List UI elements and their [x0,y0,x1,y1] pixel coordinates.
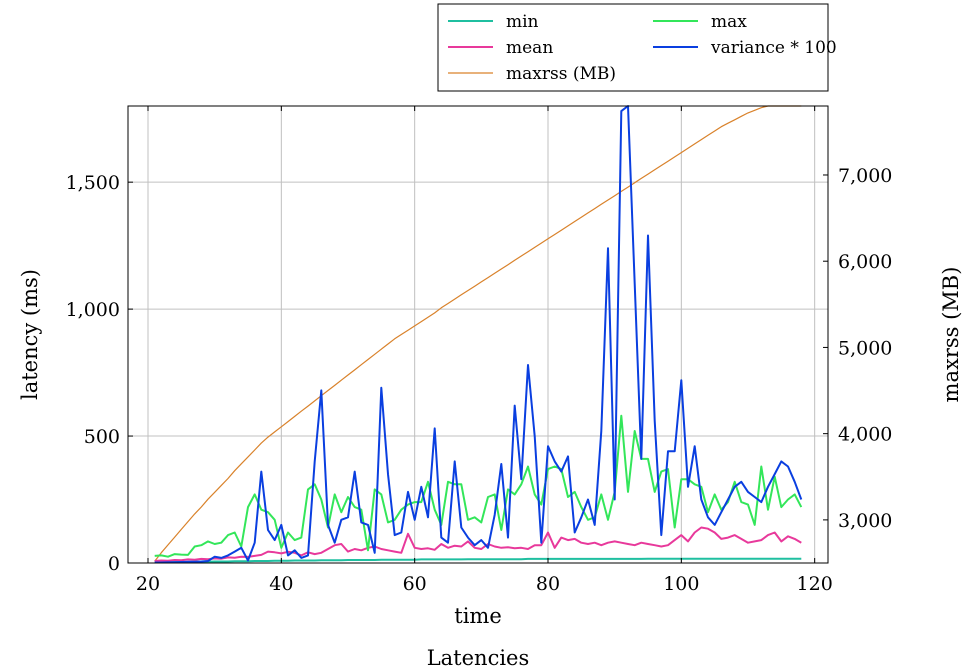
legend-label: variance * 100 [710,38,837,58]
y-tick-label: 1,500 [66,172,120,194]
y2-tick-label: 3,000 [838,510,892,532]
y2-tick-label: 6,000 [838,251,892,273]
series-line-variance-100 [154,105,803,564]
grid [128,106,828,564]
legend-box [437,3,829,92]
x-tick-label: 40 [269,573,293,595]
y2-axis-label: maxrss (MB) [939,267,963,403]
x-tick-label: 60 [403,573,427,595]
legend-label: maxrss (MB) [506,64,616,84]
x-tick-label: 20 [136,573,160,595]
ticks: 20 40 60 80 100 120 0 500 1,000 1,500 3,000 4,000 5,… [66,106,892,595]
y-tick-label: 1,000 [66,299,120,321]
series-layer [154,105,803,564]
y2-tick-label: 7,000 [838,165,892,187]
x-axis-label: time [454,604,502,628]
series-line-max [154,414,803,558]
y2-tick-label: 5,000 [838,337,892,359]
y-tick-label: 0 [108,553,120,575]
legend-label: min [506,12,539,32]
x-tick-label: 100 [663,573,699,595]
legend-label: max [711,12,747,32]
series-line-mean [154,526,802,562]
y-axis-label: latency (ms) [18,269,42,400]
legend-label: mean [506,38,553,58]
chart-title: Latencies [427,646,530,670]
x-tick-label: 120 [797,573,833,595]
series-line-min [154,557,802,564]
plot-frame [127,105,829,564]
y2-tick-label: 4,000 [838,424,892,446]
x-tick-label: 80 [536,573,560,595]
legend: min max mean variance * 100 maxrss (MB) [437,3,837,92]
series-line-maxrss-mb- [154,105,802,562]
y-tick-label: 500 [84,426,120,448]
